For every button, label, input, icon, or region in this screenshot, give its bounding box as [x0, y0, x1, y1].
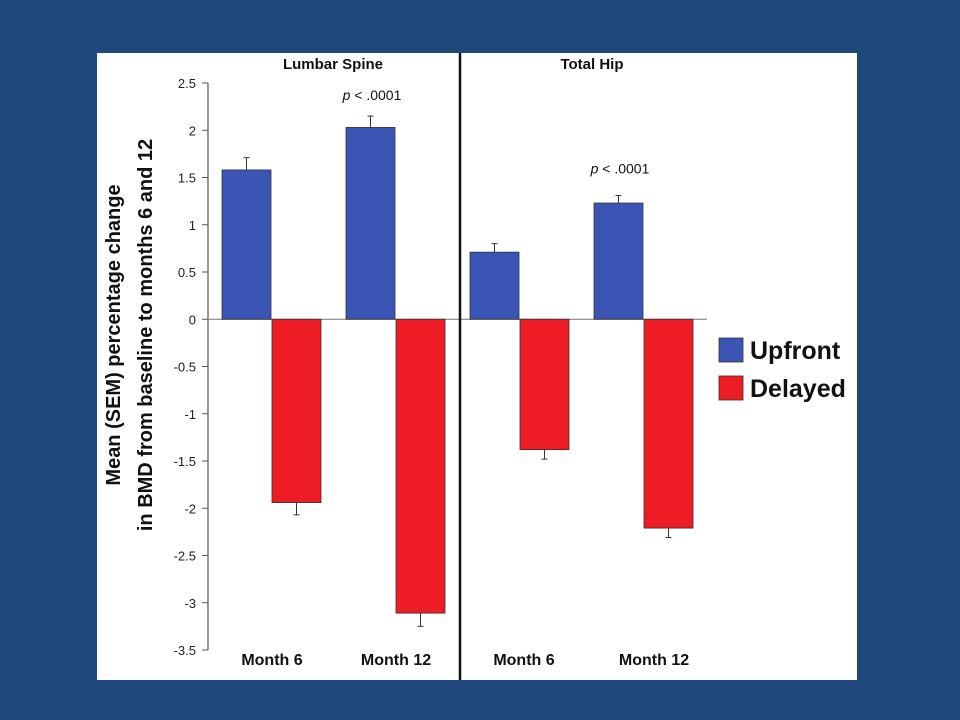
y-axis-label-line: Mean (SEM) percentage change: [103, 184, 125, 485]
bar-upfront: [221, 169, 272, 320]
y-tick-label: -1: [184, 407, 196, 422]
category-label: Month 12: [361, 652, 431, 669]
y-tick-label: -3: [184, 596, 196, 611]
bar-delayed: [271, 318, 322, 503]
panel-title: Total Hip: [560, 56, 623, 73]
panel-title: Lumbar Spine: [283, 56, 383, 73]
y-tick-label: 0: [189, 312, 196, 327]
bar-delayed: [395, 318, 446, 614]
y-tick-label: 0.5: [178, 265, 196, 280]
y-tick-label: -2.5: [174, 549, 196, 564]
y-axis-label: Mean (SEM) percentage change in BMD from …: [103, 139, 157, 531]
bar-delayed: [643, 318, 694, 529]
y-tick-label: -3.5: [174, 643, 196, 658]
p-value-annotation: p < .0001: [342, 87, 402, 103]
y-axis-label-line: in BMD from baseline to months 6 and 12: [135, 139, 157, 531]
y-tick-label: 1: [189, 218, 196, 233]
y-tick-label: 2: [189, 123, 196, 138]
bar-upfront: [345, 127, 396, 320]
category-label: Month 6: [493, 652, 554, 669]
bar-upfront: [469, 251, 520, 320]
p-value-text: < .0001: [350, 87, 401, 103]
legend-label-delayed: Delayed: [750, 375, 846, 403]
bar-delayed: [519, 318, 570, 451]
category-label: Month 12: [619, 652, 689, 669]
chart-panel: [97, 53, 857, 680]
y-tick-label: -1.5: [174, 454, 196, 469]
p-value-annotation: p < .0001: [590, 161, 650, 177]
p-value-symbol: p: [342, 87, 351, 103]
bar-upfront: [593, 202, 644, 320]
p-value-text: < .0001: [598, 161, 649, 177]
y-tick-label: 1.5: [178, 171, 196, 186]
p-value-symbol: p: [590, 161, 599, 177]
legend-label-upfront: Upfront: [750, 337, 841, 365]
y-tick-label: -0.5: [174, 360, 196, 375]
legend-swatch-delayed: [718, 375, 744, 401]
category-label: Month 6: [241, 652, 302, 669]
y-tick-label: 2.5: [178, 76, 196, 91]
y-tick-label: -2: [184, 501, 196, 516]
legend-swatch-upfront: [718, 337, 744, 363]
